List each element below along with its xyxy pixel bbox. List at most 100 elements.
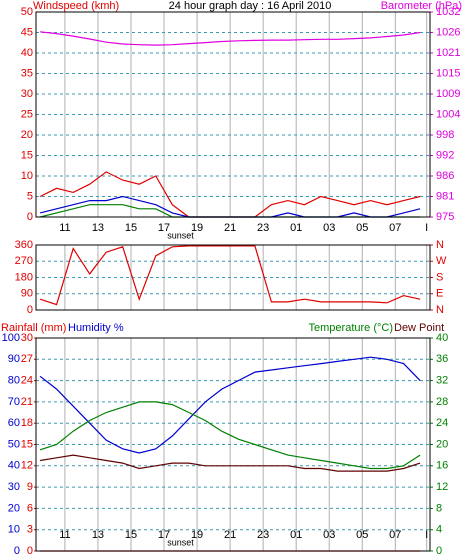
y2-label: Temperature (°C) <box>309 322 393 334</box>
y3-tick-label: 18 <box>21 417 33 429</box>
series-line <box>39 401 421 470</box>
y-tick-label: 40 <box>21 47 33 59</box>
x-tick-label: 03 <box>323 529 335 541</box>
y2-tick-label: 40 <box>436 332 448 344</box>
y2-tick-label: 1009 <box>436 88 460 100</box>
y-tick-label: 180 <box>15 271 33 283</box>
y2-tick-label: 1026 <box>436 26 460 38</box>
y-tick-label: 45 <box>21 26 33 38</box>
y-tick-label: 35 <box>21 67 33 79</box>
y3-tick-label: 27 <box>21 353 33 365</box>
x-tick-label: 21 <box>224 222 236 234</box>
x-tick-label: 19 <box>191 529 203 541</box>
y3-label: Rainfall (mm) <box>1 322 66 334</box>
y-tick-label: 25 <box>21 108 33 120</box>
y3-tick-label: 30 <box>21 332 33 344</box>
y-tick-label: 0 <box>27 211 33 223</box>
y-tick-label: 15 <box>21 149 33 161</box>
y2-tick-label: 1015 <box>436 67 460 79</box>
x-tick-label: I <box>425 222 428 234</box>
x-tick-label: 01 <box>290 222 302 234</box>
y2-tick-label: 0 <box>436 545 442 557</box>
x-tick-label: 15 <box>125 222 137 234</box>
x-tick-label: I <box>425 529 428 541</box>
y-tick-label: 270 <box>15 255 33 267</box>
y2-tick-label: 992 <box>436 149 454 161</box>
x-tick-label: 15 <box>125 529 137 541</box>
y2-tick-label: 20 <box>436 438 448 450</box>
y3-tick-label: 3 <box>27 524 33 536</box>
y-tick-label: 40 <box>8 460 20 472</box>
x-tick-label: 23 <box>257 529 269 541</box>
y-tick-label: 50 <box>21 6 33 18</box>
y2-tick-label: 981 <box>436 190 454 202</box>
y2-tick-label: 975 <box>436 211 454 223</box>
y2-tick-label: 12 <box>436 481 448 493</box>
y2-tick-label: 16 <box>436 460 448 472</box>
y-tick-label: 100 <box>2 332 20 344</box>
plot-area <box>36 338 430 551</box>
x-tick-label: 05 <box>356 529 368 541</box>
y2-tick-label: 986 <box>436 170 454 182</box>
plot-frame <box>35 244 431 311</box>
y-tick-label: 10 <box>21 170 33 182</box>
chart-title: 24 hour graph day : 16 April 2010 <box>169 0 332 12</box>
x-tick-label: 07 <box>389 529 401 541</box>
y-tick-label: 20 <box>8 502 20 514</box>
y-tick-label: 5 <box>27 190 33 202</box>
annotation: sunset <box>167 230 194 240</box>
plot-area <box>36 245 430 310</box>
y-tick-label: 90 <box>8 353 20 365</box>
x-tick-label: 21 <box>224 529 236 541</box>
y2-tick-label: W <box>436 255 447 267</box>
x-tick-label: 19 <box>191 222 203 234</box>
x-tick-label: 01 <box>290 529 302 541</box>
y2-label: Barometer (hPa) <box>381 0 462 12</box>
y-tick-label: 20 <box>21 129 33 141</box>
y-tick-label: 90 <box>21 288 33 300</box>
y2-tick-label: 1021 <box>436 47 460 59</box>
y3-tick-label: 9 <box>27 481 33 493</box>
x-tick-label: 23 <box>257 222 269 234</box>
y2-tick-label: 1004 <box>436 108 460 120</box>
annotation: sunset <box>167 537 194 547</box>
y-tick-label: 10 <box>8 524 20 536</box>
y3-tick-label: 21 <box>21 396 33 408</box>
y-tick-label: 50 <box>8 438 20 450</box>
y-tick-label: 0 <box>14 545 20 557</box>
y2-tick-label: 8 <box>436 502 442 514</box>
y2-tick-label: 24 <box>436 417 448 429</box>
y2-tick-label: E <box>436 288 443 300</box>
y2-tick-label: 1032 <box>436 6 460 18</box>
y2-tick-label: 28 <box>436 396 448 408</box>
plot-frame <box>35 11 431 218</box>
x-tick-label: 11 <box>59 222 70 234</box>
y-tick-label: 30 <box>8 481 20 493</box>
legend-label: Dew Point <box>394 322 444 334</box>
series-line <box>39 245 421 306</box>
series-line <box>39 356 421 454</box>
x-tick-label: 03 <box>323 222 335 234</box>
x-tick-label: 11 <box>59 529 70 541</box>
y2-tick-label: N <box>436 239 444 251</box>
x-tick-label: 17 <box>158 222 170 234</box>
y-tick-label: 60 <box>8 417 20 429</box>
y-label: Windspeed (kmh) <box>33 0 119 12</box>
y2-tick-label: N <box>436 304 444 316</box>
y2-tick-label: 998 <box>436 129 454 141</box>
y3-tick-label: 12 <box>21 460 33 472</box>
y2-tick-label: 36 <box>436 353 448 365</box>
y3-tick-label: 24 <box>21 375 33 387</box>
x-tick-label: 07 <box>389 222 401 234</box>
y-label: Humidity % <box>68 322 124 334</box>
y2-tick-label: 4 <box>436 524 442 536</box>
series-line <box>40 31 421 46</box>
plot-frame <box>35 337 431 552</box>
plot-area <box>36 12 430 217</box>
y-tick-label: 0 <box>27 304 33 316</box>
y3-tick-label: 15 <box>21 438 33 450</box>
y2-tick-label: 32 <box>436 375 448 387</box>
series-line <box>40 454 421 472</box>
x-tick-label: 13 <box>92 529 104 541</box>
